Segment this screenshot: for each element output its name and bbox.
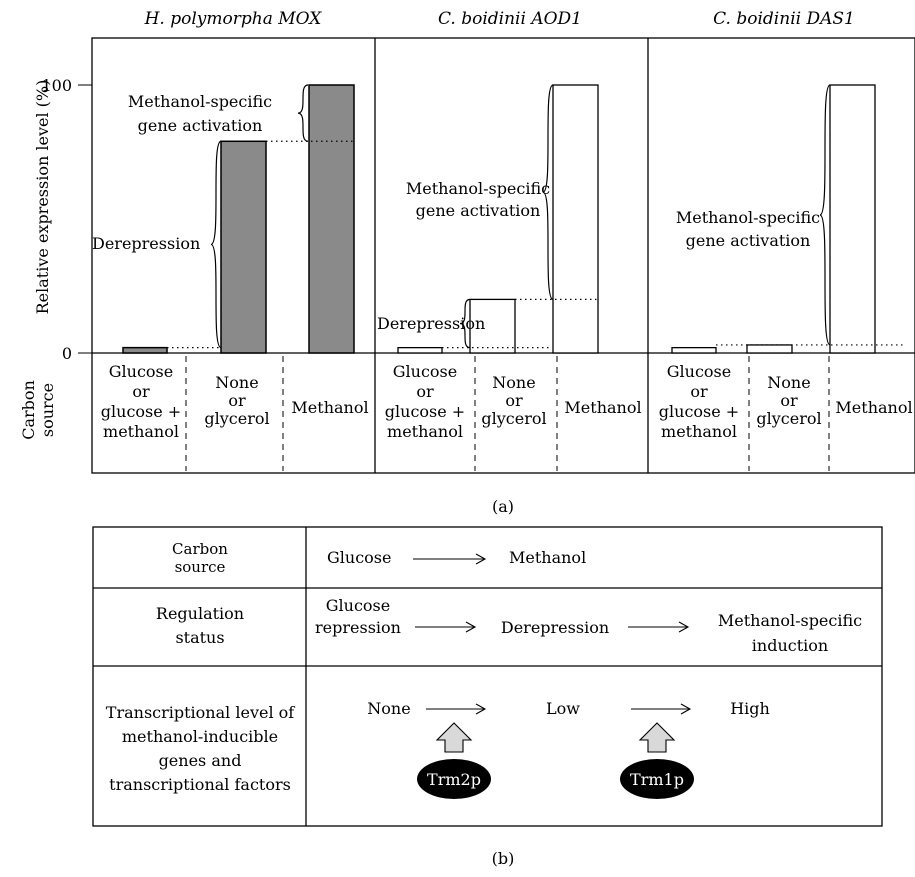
annotation-activation-2-line2: gene activation — [416, 201, 541, 220]
category-label-2-1-2: or — [416, 382, 434, 401]
row1-item-methanol: Methanol — [509, 548, 586, 567]
trm2p-oval — [417, 759, 491, 799]
bar-1-3 — [308, 84, 355, 354]
row3-item-high: High — [730, 699, 770, 718]
brace-derepression-1 — [210, 140, 222, 349]
annotation-derepression-1: Derepression — [92, 234, 200, 253]
category-label-2-2-2: or — [505, 391, 523, 410]
annotation-activation-1-line1: Methanol-specific — [128, 92, 272, 111]
up-arrow-trm1p — [638, 722, 676, 753]
row2-item-glucose: Glucose — [326, 596, 390, 615]
carbon-source-label-1: Carbon — [19, 380, 38, 440]
bar-2-1 — [397, 346, 443, 354]
bar-3-3 — [829, 84, 876, 354]
category-label-3-1-2: or — [690, 382, 708, 401]
row3-header-line1: Transcriptional level of — [106, 703, 296, 722]
panel-title-3: C. boidinii DAS1 — [713, 9, 855, 29]
category-label-1-1-1: Glucose — [109, 362, 173, 381]
row2-arrow-2-head — [678, 621, 690, 633]
category-label-3-1-3: glucose + — [659, 402, 739, 421]
category-label-2-1-3: glucose + — [385, 402, 465, 421]
trm1p-label: Trm1p — [630, 770, 684, 789]
row3-arrow-1-head — [475, 703, 487, 715]
category-label-1-2-1: None — [215, 373, 258, 392]
row2-item-repression: repression — [315, 618, 401, 637]
brace-activation-3 — [819, 84, 831, 346]
annotation-activation-3-line2: gene activation — [686, 231, 811, 250]
panel-a: Relative expression level (%) Carbon sou… — [19, 9, 915, 516]
trm2p-label: Trm2p — [427, 770, 481, 789]
brace-activation-1 — [297, 84, 309, 142]
bar-1-1 — [122, 346, 168, 354]
trm1p-oval — [620, 759, 694, 799]
bar-2-3 — [552, 84, 599, 354]
bar-2-2 — [469, 298, 516, 354]
caption-a: (a) — [492, 497, 514, 516]
y-tick-100: 100 — [41, 76, 72, 95]
panel-title-1: H. polymorpha MOX — [144, 9, 323, 29]
row2-item-methanol-specific: Methanol-specific — [718, 611, 862, 630]
category-label-2-1-4: methanol — [387, 422, 463, 441]
category-label-3-2-1: None — [767, 373, 810, 392]
annotation-derepression-2: Derepression — [377, 314, 485, 333]
brace-activation-2 — [542, 84, 554, 300]
row2-arrow-1-head — [465, 621, 477, 633]
panel-title-2: C. boidinii AOD1 — [438, 9, 582, 29]
up-arrow-trm2p — [435, 722, 473, 753]
category-label-3-2-2: or — [780, 391, 798, 410]
annotation-activation-3-line1: Methanol-specific — [676, 208, 820, 227]
category-label-2-3-1: Methanol — [564, 398, 641, 417]
category-label-2-2-1: None — [492, 373, 535, 392]
row3-arrow-2-head — [680, 703, 692, 715]
category-label-2-1-1: Glucose — [393, 362, 457, 381]
category-label-1-2-2: or — [228, 391, 246, 410]
category-label-1-1-4: methanol — [103, 422, 179, 441]
table-frame — [92, 526, 883, 827]
category-label-3-1-4: methanol — [661, 422, 737, 441]
row1-header-line1: Carbon — [172, 540, 228, 558]
row2-item-derepression: Derepression — [501, 618, 609, 637]
row2-header-line2: status — [175, 628, 224, 647]
row3-header-line4: transcriptional factors — [109, 775, 291, 794]
carbon-source-label-2: source — [38, 383, 57, 437]
row2-header-line1: Regulation — [156, 604, 244, 623]
chart-frame — [91, 37, 915, 474]
brace-derepression-2 — [459, 298, 471, 349]
category-label-1-3-1: Methanol — [291, 398, 368, 417]
annotation-activation-1-line2: gene activation — [138, 116, 263, 135]
row1-item-glucose: Glucose — [327, 548, 391, 567]
category-label-3-3-1: Methanol — [835, 398, 912, 417]
y-axis-label: Relative expression level (%) — [33, 80, 52, 315]
row3-header-line2: methanol-inducible — [122, 727, 278, 746]
caption-b: (b) — [492, 849, 515, 868]
bar-1-2 — [220, 140, 267, 354]
row3-header-line3: genes and — [159, 751, 242, 770]
row2-item-induction: induction — [752, 636, 828, 655]
category-label-1-1-2: or — [132, 382, 150, 401]
category-label-3-1-1: Glucose — [667, 362, 731, 381]
panel-b: Carbon source Glucose Methanol Regulatio… — [92, 526, 883, 868]
row1-arrow-head — [475, 553, 487, 565]
row3-item-low: Low — [546, 699, 580, 718]
category-label-1-1-3: glucose + — [101, 402, 181, 421]
bar-3-1 — [671, 346, 717, 354]
category-label-2-2-3: glycerol — [481, 409, 546, 428]
row1-header-line2: source — [175, 558, 226, 576]
category-label-1-2-3: glycerol — [204, 409, 269, 428]
row3-item-none: None — [367, 699, 410, 718]
bar-3-2 — [746, 344, 793, 354]
category-label-3-2-3: glycerol — [756, 409, 821, 428]
annotation-activation-2-line1: Methanol-specific — [406, 179, 550, 198]
y-tick-0: 0 — [62, 344, 72, 363]
